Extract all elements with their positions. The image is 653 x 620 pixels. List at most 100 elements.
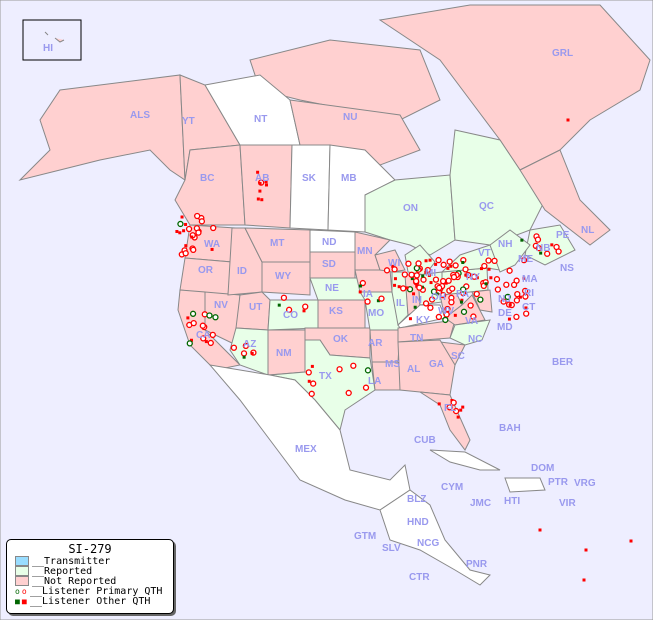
label-ne: NE — [325, 283, 339, 294]
region-cub — [429, 449, 501, 471]
listener-primary-qth-marker — [544, 250, 551, 257]
listener-primary-qth-marker — [405, 260, 412, 267]
hawaii-islands — [44, 31, 65, 43]
listener-primary-qth-marker — [477, 296, 484, 303]
listener-other-qth-marker — [258, 189, 262, 193]
label-vir: VIR — [559, 498, 576, 509]
label-md: MD — [497, 322, 513, 333]
listener-primary-qth-marker — [513, 313, 520, 321]
label-ns: NS — [560, 263, 574, 274]
label-pe: PE — [556, 230, 570, 241]
listener-other-qth-marker — [264, 183, 268, 187]
label-bc: BC — [200, 173, 214, 184]
label-mi: MI — [425, 268, 436, 279]
listener-other-qth-marker — [421, 274, 425, 278]
listener-primary-qth-marker — [199, 322, 206, 329]
listener-primary-qth-marker — [520, 256, 528, 264]
label-nv: NV — [214, 300, 228, 311]
label-jmc: JMC — [470, 498, 491, 509]
label-dom: DOM — [531, 463, 554, 474]
listener-other-qth-marker — [410, 277, 414, 281]
label-me: ME — [518, 254, 533, 265]
listener-primary-qth-marker — [504, 293, 511, 301]
listener-primary-qth-marker — [285, 306, 293, 313]
listener-other-qth-marker — [428, 258, 432, 262]
listener-other-qth-marker — [461, 260, 465, 264]
label-ctr: CTR — [409, 572, 430, 583]
label-als: ALS — [130, 110, 150, 121]
listener-other-qth-marker — [449, 264, 453, 268]
label-ma: MA — [522, 274, 538, 285]
listener-primary-qth-marker — [383, 267, 391, 274]
listener-other-qth-marker — [539, 251, 543, 255]
listener-other-qth-marker — [424, 259, 428, 263]
listener-primary-qth-marker — [230, 344, 238, 351]
label-az: AZ — [243, 339, 256, 350]
listener-other-qth-marker — [460, 298, 464, 302]
listener-other-qth-marker — [459, 300, 463, 304]
label-wv: WV — [438, 306, 454, 317]
listener-primary-qth-marker — [436, 284, 443, 292]
listener-primary-qth-marker — [450, 273, 458, 281]
listener-other-qth-marker — [307, 379, 311, 383]
label-pnr: PNR — [466, 559, 488, 570]
other-qth-icon: ■ ■ — [15, 596, 27, 606]
listener-primary-qth-marker — [428, 296, 436, 303]
listener-primary-qth-marker — [445, 277, 452, 284]
listener-other-qth-marker — [256, 170, 260, 174]
label-ri: RI — [524, 288, 534, 299]
listener-other-qth-marker — [204, 340, 208, 344]
listener-primary-qth-marker — [415, 260, 422, 267]
listener-primary-qth-marker — [427, 304, 434, 311]
listener-other-qth-marker — [182, 229, 186, 233]
region-az — [229, 327, 269, 376]
listener-primary-qth-marker — [177, 220, 184, 228]
listener-primary-qth-marker — [194, 212, 201, 220]
listener-primary-qth-marker — [493, 276, 501, 283]
listener-primary-qth-marker — [310, 380, 317, 387]
listener-primary-qth-marker — [462, 266, 469, 273]
listener-other-qth-marker — [461, 405, 465, 409]
legend-item-not-reported: __Not Reported — [15, 575, 173, 587]
legend-title: SI-279 — [68, 542, 112, 556]
listener-primary-qth-marker — [302, 303, 309, 310]
label-ks: KS — [329, 306, 343, 317]
listener-primary-qth-marker — [448, 299, 455, 306]
listener-primary-qth-marker — [449, 285, 456, 292]
region-or — [179, 257, 233, 296]
listener-primary-qth-marker — [452, 407, 460, 415]
listener-other-qth-marker — [538, 528, 542, 532]
listener-other-qth-marker — [358, 290, 362, 294]
listener-other-qth-marker — [310, 364, 314, 368]
region-tx — [269, 339, 376, 432]
listener-primary-qth-marker — [494, 286, 502, 293]
legend-item-primary-qth: o o __Listener Primary QTH — [15, 586, 173, 597]
listener-primary-qth-marker — [308, 390, 315, 397]
listener-other-qth-marker — [489, 276, 493, 280]
label-ncg: NCG — [417, 538, 439, 549]
label-ptr: PTR — [548, 477, 569, 488]
listener-other-qth-marker — [479, 267, 483, 271]
listener-other-qth-marker — [277, 303, 281, 307]
listener-other-qth-marker — [184, 222, 188, 226]
label-hnd: HND — [407, 517, 429, 528]
legend-label: __Not Reported — [32, 575, 117, 587]
label-mb: MB — [341, 173, 357, 184]
listener-other-qth-marker — [464, 273, 468, 277]
listener-primary-qth-marker — [206, 312, 213, 319]
listener-other-qth-marker — [250, 351, 254, 355]
legend-item-other-qth: ■ ■ __Listener Other QTH — [15, 596, 173, 607]
label-ok: OK — [333, 334, 349, 345]
label-nh: NH — [498, 239, 512, 250]
listener-primary-qth-marker — [535, 244, 542, 252]
listener-other-qth-marker — [520, 238, 524, 242]
listener-other-qth-marker — [184, 244, 188, 248]
label-blz: BLZ — [407, 494, 426, 505]
listener-primary-qth-marker — [412, 277, 420, 285]
label-mn: MN — [357, 246, 373, 257]
listener-other-qth-marker — [264, 180, 268, 184]
listener-primary-qth-marker — [460, 308, 468, 315]
listener-primary-qth-marker — [503, 281, 510, 288]
listener-other-qth-marker — [475, 276, 479, 280]
